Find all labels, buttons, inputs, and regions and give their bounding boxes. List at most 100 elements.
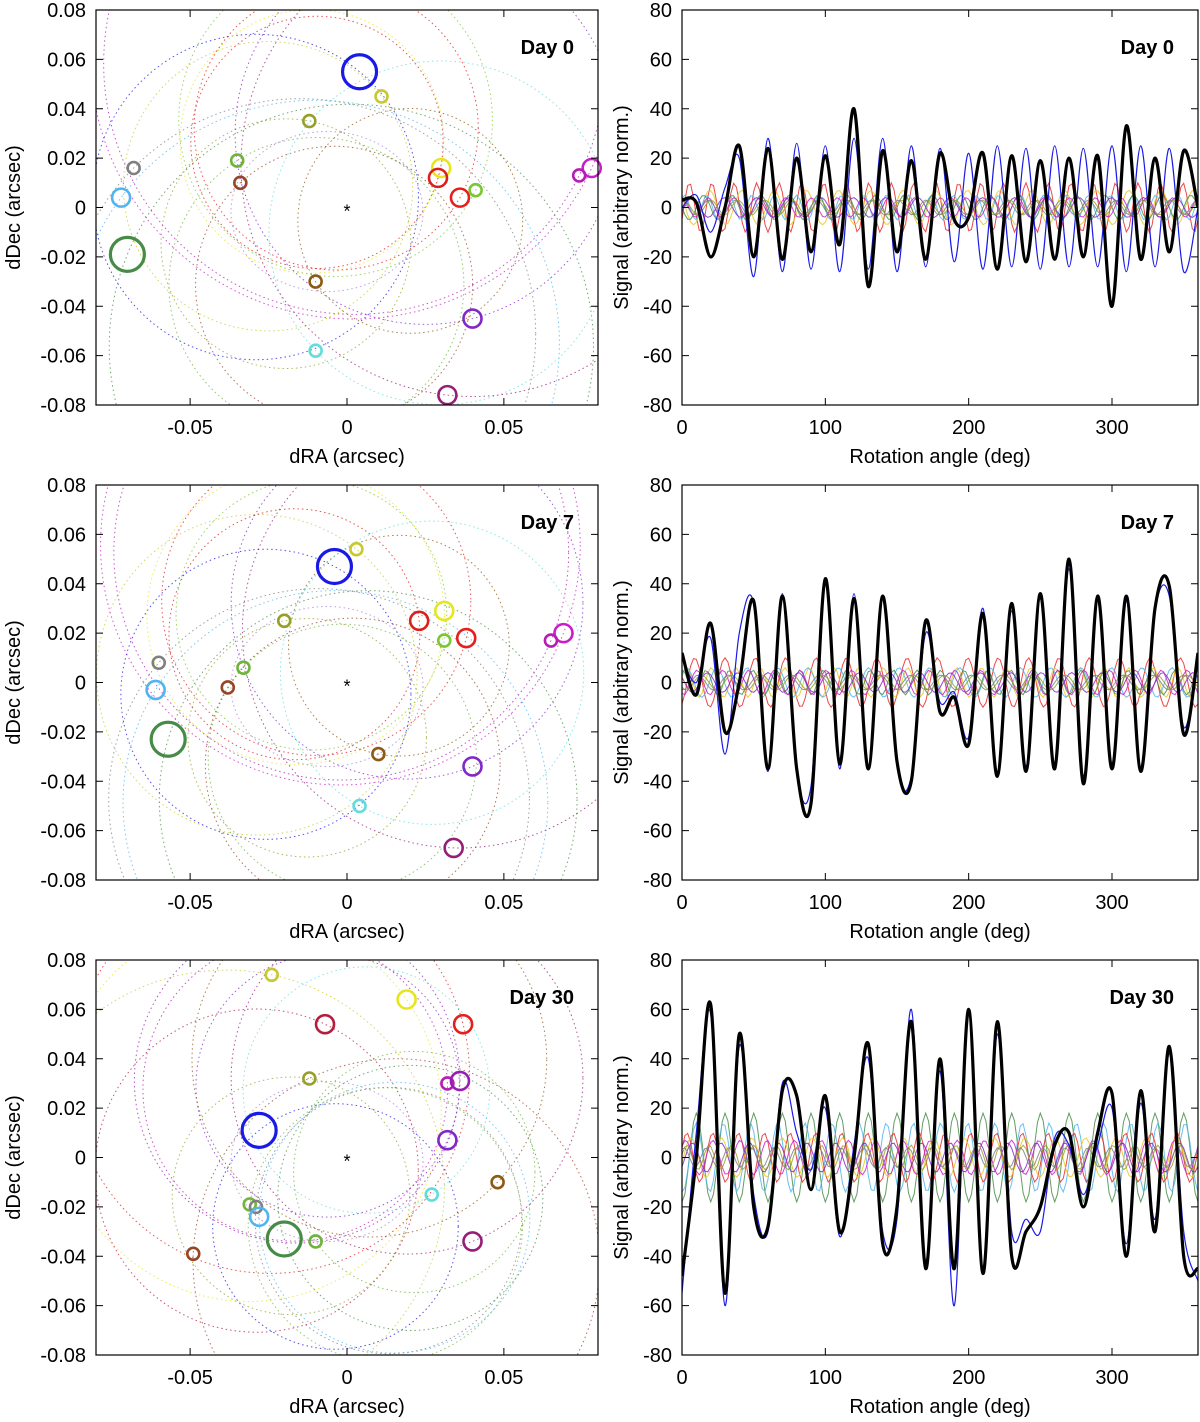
planet-marker: [229, 153, 245, 168]
y-axis-label: Signal (arbitrary norm.): [611, 580, 633, 785]
sky-panel: * -0.05 0 0.05 -0.08 -0.06 -0.04 -0.02 0 0.02 0.04…: [3, 0, 603, 468]
y-tick-label: 0.04: [47, 1049, 86, 1071]
planet-marker: [145, 679, 166, 701]
x-tick-label: 0: [676, 892, 687, 914]
y-tick-label: 80: [650, 950, 672, 972]
orbit-arc: [293, 1050, 536, 1294]
planet-marker: [436, 633, 452, 648]
inner-orbit: [230, 1081, 424, 1242]
orbit-arc: [168, 508, 421, 761]
component-signal-line: [682, 1121, 1198, 1194]
total-signal-line: [682, 1000, 1198, 1295]
planet-marker: [581, 157, 603, 179]
y-tick-label: -0.08: [40, 870, 86, 892]
x-tick-label: 0.05: [484, 417, 523, 439]
inner-orbit: [230, 131, 424, 292]
planet-marker: [236, 660, 251, 675]
y-tick-label: -0.04: [40, 1246, 86, 1268]
planet-marker: [374, 89, 389, 104]
orbit-arc: [175, 485, 448, 751]
planet-marker: [302, 113, 317, 129]
component-signal-line: [682, 656, 1198, 709]
orbit-arc: [195, 960, 460, 1218]
x-tick-label: 0: [341, 417, 352, 439]
planet-marker: [443, 837, 464, 859]
orbit-arc: [288, 534, 510, 757]
x-tick-label: -0.05: [167, 1367, 213, 1389]
planet-marker: [352, 798, 367, 814]
y-tick-label: -0.06: [40, 1296, 86, 1318]
day-label: Day 30: [510, 987, 575, 1009]
y-tick-label: -40: [643, 771, 672, 793]
y-tick-label: -60: [643, 821, 672, 843]
planet-marker: [371, 746, 386, 762]
y-tick-label: 0.06: [47, 49, 86, 71]
y-tick-label: -60: [643, 1296, 672, 1318]
inner-orbit: [230, 606, 424, 767]
y-tick-label: 40: [650, 1049, 672, 1071]
planet-marker: [248, 1206, 270, 1228]
component-signal-line: [682, 197, 1198, 218]
sky-panel: * -0.05 0 0.05 -0.08 -0.06 -0.04 -0.02 0 0.02 0.04…: [3, 950, 599, 1418]
y-tick-label: -40: [643, 1246, 672, 1268]
x-axis-label: Rotation angle (deg): [849, 446, 1030, 468]
orbit-arc: [230, 485, 584, 780]
component-signal-line: [682, 1146, 1198, 1169]
orbit-arc: [96, 960, 470, 1274]
star-marker: *: [343, 1152, 350, 1172]
y-axis-label: Signal (arbitrary norm.): [611, 105, 633, 310]
planet-marker: [151, 655, 167, 671]
orbit-arc: [146, 485, 445, 766]
planet-marker: [315, 547, 354, 586]
y-tick-label: -80: [643, 395, 672, 417]
component-signal-line: [682, 674, 1198, 691]
planet-marker: [110, 187, 132, 208]
orbit-arc: [187, 618, 427, 858]
planet-marker: [185, 1246, 201, 1262]
planet-marker: [437, 384, 458, 406]
y-tick-label: -0.04: [40, 771, 86, 793]
orbit-arc: [240, 10, 598, 397]
star-marker: *: [343, 202, 350, 222]
orbit-arc: [160, 118, 412, 370]
planet-marker: [396, 989, 417, 1010]
planet-marker: [265, 1220, 303, 1258]
y-tick-label: -0.02: [40, 1197, 86, 1219]
y-tick-label: -0.06: [40, 821, 86, 843]
orbit-arc: [96, 99, 560, 405]
x-tick-label: 200: [952, 892, 985, 914]
signal-panel: 0 100 200 300 -80 -60 -40 -20 0 20 40 60 80 Rotation …: [611, 950, 1199, 1418]
orbit-arc: [230, 960, 584, 1255]
y-tick-label: -60: [643, 346, 672, 368]
star-marker: *: [343, 677, 350, 697]
orbit-arc: [100, 485, 581, 786]
day-label: Day 7: [521, 512, 574, 534]
planet-marker: [449, 1070, 471, 1092]
orbit-arc: [96, 98, 537, 405]
planet-marker: [108, 235, 146, 274]
y-tick-label: 0: [661, 1148, 672, 1170]
planet-marker: [308, 343, 323, 358]
y-tick-label: 0.02: [47, 623, 86, 645]
planet-marker: [571, 168, 587, 183]
day-label: Day 7: [1121, 512, 1174, 534]
y-tick-label: -0.08: [40, 395, 86, 417]
x-tick-label: 100: [809, 417, 842, 439]
orbit-arc: [254, 1086, 523, 1355]
y-tick-label: 0: [661, 673, 672, 695]
x-tick-label: 0: [676, 1367, 687, 1389]
orbit-arc: [96, 969, 445, 1355]
component-signal-line: [682, 197, 1198, 218]
component-signal-line: [682, 1139, 1198, 1176]
planet-marker: [149, 720, 187, 758]
orbit-arc: [234, 10, 598, 325]
x-axis-label: dRA (arcsec): [289, 921, 405, 943]
orbit-arc: [178, 10, 493, 277]
y-tick-label: 0.02: [47, 1098, 86, 1120]
y-tick-label: 20: [650, 148, 672, 170]
day-label: Day 0: [521, 37, 574, 59]
orbit-arc: [113, 485, 570, 781]
orbit-arc: [190, 15, 444, 270]
planet-marker: [240, 1111, 278, 1149]
x-tick-label: 100: [809, 892, 842, 914]
